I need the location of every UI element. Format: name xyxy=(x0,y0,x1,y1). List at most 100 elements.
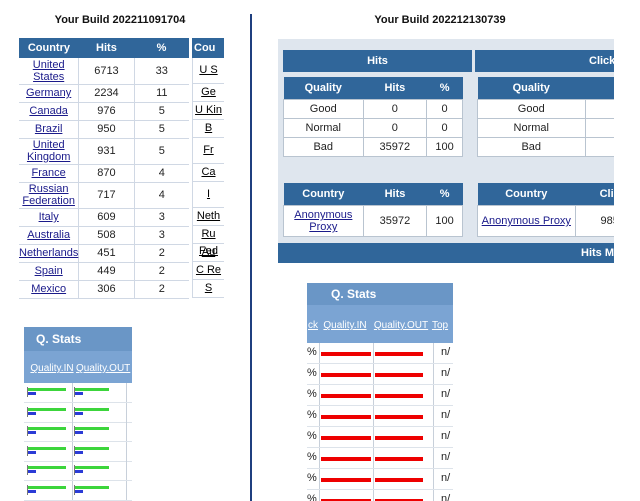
country-link[interactable]: Anonymous Proxy xyxy=(481,215,571,227)
qstats-row: % n/ xyxy=(307,364,453,385)
quality-out-link[interactable]: Quality.OUT xyxy=(76,363,131,374)
pct-cell: 2 xyxy=(133,244,189,263)
quality-in-link[interactable]: Quality.IN xyxy=(30,363,74,374)
quality-cell: Bad xyxy=(477,137,586,157)
qstats-row xyxy=(24,461,132,481)
table-row: France 870 4 xyxy=(19,164,189,183)
quality-in-bar xyxy=(321,499,371,501)
table-row: Anonymous Proxy 35972 100 xyxy=(283,205,463,237)
quality-bar-blue xyxy=(28,470,36,473)
pct-cell: 5 xyxy=(133,120,189,139)
country-link[interactable]: Germany xyxy=(26,87,72,99)
top-link[interactable]: Top xyxy=(431,320,449,331)
qstats-title: Q. Stats xyxy=(307,283,453,305)
row-prefix: % xyxy=(307,472,317,484)
col-country: Country xyxy=(283,183,364,206)
table-row: Netherlands 451 2 xyxy=(19,244,189,263)
qstats-row xyxy=(24,480,132,501)
clipped-cell: Ge xyxy=(192,84,224,102)
country-link[interactable]: United States xyxy=(32,58,65,83)
clicks-cell xyxy=(584,118,614,138)
row-prefix: % xyxy=(307,451,317,463)
quality-bar-green xyxy=(28,388,66,391)
row-prefix: % xyxy=(307,346,317,358)
col-quality: Quality xyxy=(283,77,364,100)
col-hits: Hits xyxy=(363,77,427,100)
quality-bar-green xyxy=(28,407,66,411)
country-link[interactable]: Anonymous Proxy xyxy=(294,209,353,233)
right-qstats-panel: Q. Stats ck Quality.IN Quality.OUT Top % n/%… xyxy=(307,283,453,501)
clipped-cell: Ru Fed xyxy=(192,226,224,257)
quality-bar-blue xyxy=(75,450,83,454)
country-link[interactable]: France xyxy=(31,167,66,179)
clipped-cell: Neth xyxy=(192,208,224,226)
row-tail: n/ xyxy=(441,493,451,501)
quality-bar-green xyxy=(75,407,109,411)
country-link[interactable]: Russian Federation xyxy=(22,183,75,207)
clipped-cell: U Kin xyxy=(192,102,224,120)
quality-out-bar xyxy=(375,394,423,398)
qstats-row: % n/ xyxy=(307,490,453,501)
quality-bar-blue xyxy=(28,392,36,395)
pct-cell: 33 xyxy=(133,58,189,85)
pct-cell: 4 xyxy=(133,164,189,183)
pct-cell: 3 xyxy=(133,226,189,245)
left-clipped-table: Cou U S Ge U Kin B Fr Ca I Neth Ru Fed Au C Re S xyxy=(192,38,224,322)
quality-in-bar xyxy=(321,436,371,440)
country-link[interactable]: Italy xyxy=(38,211,59,223)
country-link[interactable]: Canada xyxy=(29,105,68,117)
quality-in-bar xyxy=(321,457,371,461)
qstats-row: % n/ xyxy=(307,343,453,364)
quality-in-link[interactable]: Quality.IN xyxy=(323,320,367,331)
row-tail: n/ xyxy=(441,367,451,379)
pct-cell: 3 xyxy=(133,208,189,227)
quality-cell: Normal xyxy=(283,118,364,138)
country-hits-table: Country Hits % Anonymous Proxy 35972 100 xyxy=(283,183,463,237)
quality-bar-blue xyxy=(75,489,83,493)
row-tail: n/ xyxy=(441,451,451,463)
qstats-row xyxy=(24,383,132,403)
quality-bar-green xyxy=(75,427,109,430)
qstats-row xyxy=(24,441,132,462)
quality-in-bar xyxy=(321,373,371,377)
quality-out-link[interactable]: Quality.OUT xyxy=(373,320,429,331)
quality-bar-blue xyxy=(75,411,83,415)
country-link[interactable]: Australia xyxy=(27,229,71,241)
pct-cell: 4 xyxy=(133,182,189,209)
table-row: Russian Federation 717 4 xyxy=(19,182,189,209)
hits-cell: 870 xyxy=(78,164,135,183)
clipped-cell: Au xyxy=(192,244,224,262)
quality-bar-blue xyxy=(75,431,83,434)
quality-hits-table: Quality Hits % Good 0 0 Normal 0 0 Bad 35972 100 xyxy=(283,77,463,157)
row-tail: n/ xyxy=(441,430,451,442)
clipped-header: Cou xyxy=(192,38,224,58)
hits-cell: 35972 xyxy=(362,205,428,237)
country-link[interactable]: United Kingdom xyxy=(26,139,71,163)
qstats-row xyxy=(24,402,132,423)
hits-cell: 2234 xyxy=(78,84,135,103)
country-link[interactable]: Brazil xyxy=(34,123,63,135)
table-row: Mexico 306 2 xyxy=(19,280,189,299)
row-tail: n/ xyxy=(441,346,451,358)
pct-cell: 100 xyxy=(426,137,463,157)
pct-cell: 11 xyxy=(133,84,189,103)
clipped-cell: B xyxy=(192,120,224,138)
clicks-cell xyxy=(584,99,614,119)
country-link[interactable]: Mexico xyxy=(31,283,67,295)
table-row: Germany 2234 11 xyxy=(19,84,189,103)
hits-cell: 0 xyxy=(362,99,428,119)
hits-cell: 609 xyxy=(78,208,135,227)
table-row: United States 6713 33 xyxy=(19,58,189,85)
table-row: Canada 976 5 xyxy=(19,102,189,121)
country-link[interactable]: Spain xyxy=(34,265,63,277)
hits-cell: 306 xyxy=(78,280,135,299)
quality-out-bar xyxy=(375,436,423,440)
quality-bar-blue xyxy=(28,411,36,415)
country-clicks-table: Country Clicks Anonymous Proxy 98526 xyxy=(477,183,614,237)
country-link[interactable]: Netherlands xyxy=(19,247,79,259)
row-tail: n/ xyxy=(441,472,451,484)
quality-bar-blue xyxy=(28,489,36,493)
quality-bar-green xyxy=(28,485,66,489)
quality-cell: Bad xyxy=(283,137,364,157)
ck-link[interactable]: ck xyxy=(308,320,318,331)
